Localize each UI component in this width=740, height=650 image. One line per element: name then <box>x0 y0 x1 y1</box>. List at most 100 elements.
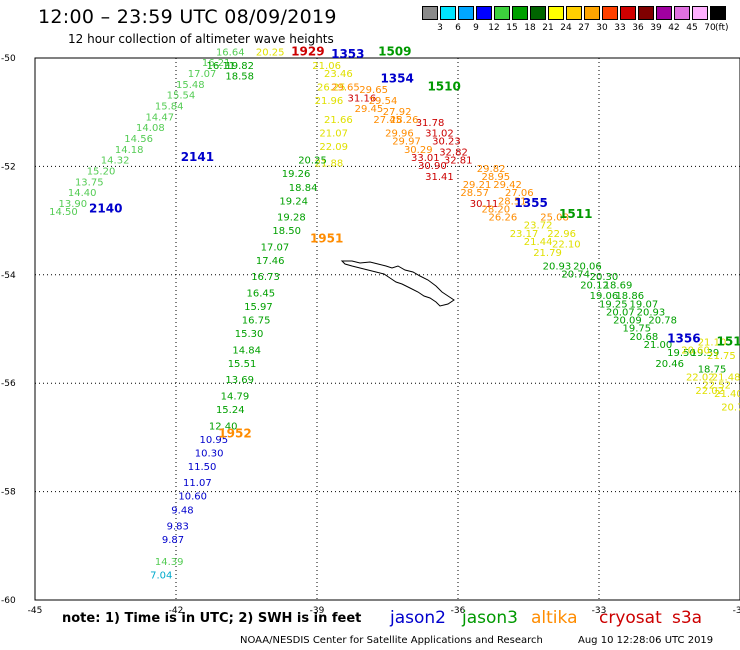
pass-time-label: 1951 <box>310 231 343 245</box>
swh-value: 27.06 <box>505 188 534 199</box>
colorbar-label: 24 <box>560 23 572 33</box>
swh-value: 14.39 <box>155 557 184 568</box>
colorbar-label: 42 <box>668 23 680 33</box>
swh-value: 28.57 <box>460 188 489 199</box>
colorbar-swatch <box>692 6 708 20</box>
swh-value: 30.23 <box>432 137 461 148</box>
swh-value: 14.08 <box>136 123 165 134</box>
timestamp-text: Aug 10 12:28:06 UTC 2019 <box>578 635 714 646</box>
swh-value: 28.95 <box>482 172 511 183</box>
swh-value: 19.82 <box>225 61 254 72</box>
swh-value: 14.56 <box>124 134 153 145</box>
swh-value: 30.11 <box>470 199 499 210</box>
colorbar-swatch <box>440 6 456 20</box>
y-tick-label: -60 <box>1 596 16 606</box>
colorbar-label: 45 <box>686 23 698 33</box>
swh-value: 19.39 <box>691 348 720 359</box>
swh-value: 29.21 <box>463 180 492 191</box>
swh-value: 31.41 <box>425 172 454 183</box>
swh-value: 21.48 <box>712 372 740 383</box>
swh-value: 29.45 <box>355 104 384 115</box>
swh-value: 30.90 <box>418 161 447 172</box>
swh-value: 23.46 <box>324 69 353 80</box>
swh-value: 18.50 <box>272 226 301 237</box>
page-subtitle: 12 hour collection of altimeter wave hei… <box>68 32 334 46</box>
x-tick-label: -39 <box>310 606 325 616</box>
swh-value: 17.46 <box>256 256 285 267</box>
swh-value: 21.79 <box>533 248 562 259</box>
swh-value: 32.81 <box>444 156 473 167</box>
swh-value: 19.07 <box>630 299 659 310</box>
swh-value: 18.58 <box>225 72 254 83</box>
swh-value: 27.92 <box>383 107 412 118</box>
legend-row: note: 1) Time is in UTC; 2) SWH is in fe… <box>0 608 740 634</box>
swh-value: 27.45 <box>373 115 402 126</box>
pass-time-label: 1511 <box>559 207 592 221</box>
plot-frame <box>34 57 740 601</box>
swh-value: 22.52 <box>702 381 731 392</box>
colorbar-swatch <box>530 6 546 20</box>
swh-value: 14.47 <box>145 112 174 123</box>
swh-value: 9.48 <box>171 505 193 516</box>
pass-time-labels: 1929 1353 15091354151021412140195113551511… <box>89 44 740 440</box>
swh-value: 9.87 <box>162 535 184 546</box>
colorbar-label: 12 <box>488 23 500 33</box>
swh-value: 15.24 <box>216 405 245 416</box>
swh-value: 29.65 <box>331 83 360 94</box>
x-tick-label: -42 <box>169 606 184 616</box>
swh-value: 20.06 <box>573 261 602 272</box>
legend-s3a: s3a <box>672 608 703 628</box>
swh-value: 22.10 <box>552 240 581 251</box>
y-tick-label: -56 <box>1 379 16 389</box>
colorbar-label: 39 <box>650 23 662 33</box>
colorbar-swatch <box>548 6 564 20</box>
swh-value: 21.44 <box>524 237 553 248</box>
swh-value: 31.16 <box>348 93 377 104</box>
colorbar-label: 27 <box>578 23 590 33</box>
axis-ticks: -45 -42 -39 -36 -33 -30 -50 -52 -54 -56 -58 -60 <box>1 54 740 616</box>
pass-time-label: 1354 <box>380 71 413 85</box>
y-tick-label: -52 <box>1 162 16 172</box>
swh-value: 16.21 <box>202 58 231 69</box>
legend-cryosat: cryosat <box>599 608 662 628</box>
y-tick-label: -58 <box>1 488 16 498</box>
colorbar-label: 21 <box>542 23 554 33</box>
swh-value: 11.07 <box>183 478 212 489</box>
x-tick-label: -33 <box>592 606 607 616</box>
swh-value: 10.95 <box>200 435 229 446</box>
swh-value: 28.20 <box>482 204 511 215</box>
colorbar-label: 33 <box>614 23 626 33</box>
swh-value: 20.30 <box>590 272 619 283</box>
swh-value: 21.06 <box>312 61 341 72</box>
colorbar-swatch <box>476 6 492 20</box>
swh-value: 18.69 <box>604 280 633 291</box>
swh-value: 18.86 <box>615 291 644 302</box>
swh-value: 20.60 <box>681 345 710 356</box>
swh-value: 7.04 <box>150 570 172 581</box>
pass-time-label: 1952 <box>218 426 251 440</box>
colorbar-swatch <box>710 6 726 20</box>
swh-value: 19.50 <box>667 348 696 359</box>
pass-time-label: 1356 <box>667 332 700 346</box>
swh-value: 29.96 <box>385 129 414 140</box>
swh-value: 15.48 <box>176 80 205 91</box>
swh-value: 23.17 <box>510 229 539 240</box>
swh-value: 19.06 <box>590 291 619 302</box>
colorbar-swatch <box>656 6 672 20</box>
colorbar-label: 3 <box>437 23 443 33</box>
south-georgia-island <box>340 260 455 307</box>
swh-value: 14.50 <box>49 207 78 218</box>
swh-value: 16.45 <box>247 288 276 299</box>
colorbar-label: 36 <box>632 23 644 33</box>
swh-value: 13.75 <box>75 177 104 188</box>
pass-time-label: 1355 <box>514 196 547 210</box>
swh-value: 22.09 <box>319 142 348 153</box>
swh-value: 15.97 <box>244 302 273 313</box>
x-tick-label: -30 <box>733 606 740 616</box>
swh-value: 14.32 <box>101 156 130 167</box>
colorbar-label: 70 <box>704 23 716 33</box>
colorbar-swatch <box>638 6 654 20</box>
swh-value: 32.82 <box>439 148 468 159</box>
swh-value: 14.18 <box>115 145 144 156</box>
